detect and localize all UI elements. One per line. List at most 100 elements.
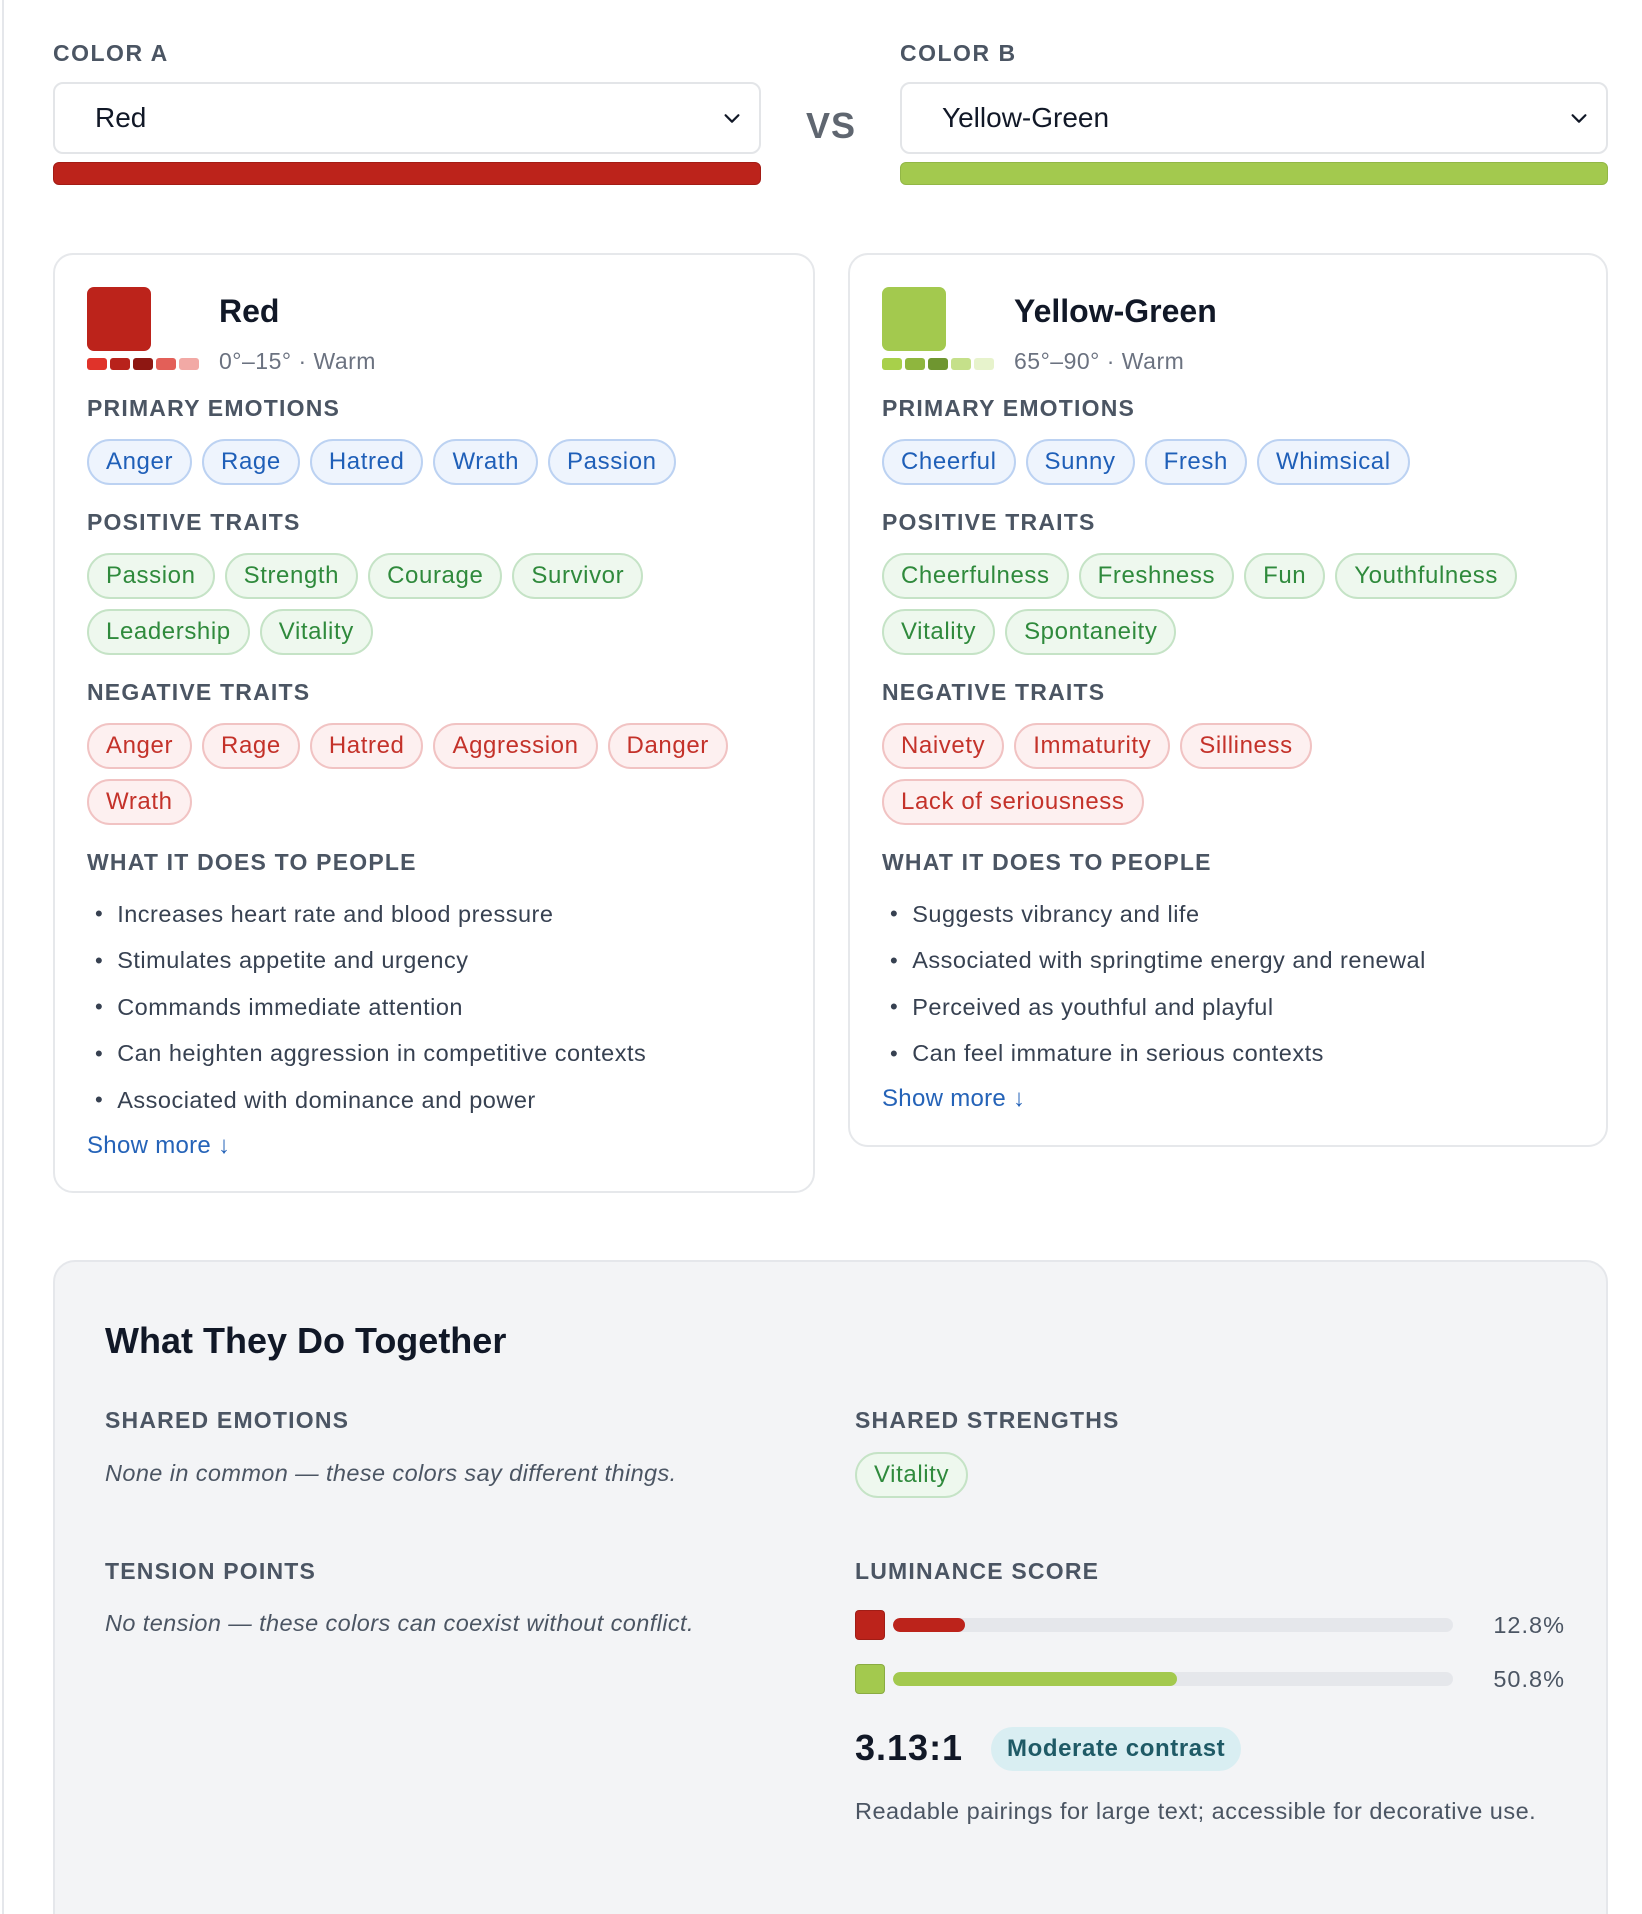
positive-trait-chip: Spontaneity	[1005, 609, 1177, 655]
color-a-shade	[110, 358, 130, 370]
color-a-card-header: Red 0°–15° · Warm	[87, 287, 781, 395]
luminance-score-heading: LUMINANCE SCORE	[855, 1558, 1100, 1584]
positive-trait-chip: Freshness	[1078, 553, 1235, 599]
tension-points-note: No tension — these colors can coexist wi…	[105, 1610, 694, 1636]
color-b-swatch	[882, 287, 946, 351]
color-a-bar	[53, 162, 761, 185]
emotion-chip: Anger	[87, 439, 193, 485]
effect-item: Can feel immature in serious contexts	[882, 1031, 1574, 1078]
show-more-link[interactable]: Show more ↓	[87, 1131, 231, 1159]
color-b-shade	[882, 358, 902, 370]
color-b-shades	[882, 358, 1014, 370]
color-a-shade	[87, 358, 107, 370]
primary-emotions-chips: Cheerful Sunny Fresh Whimsical	[882, 439, 1574, 485]
positive-trait-chip: Cheerfulness	[882, 553, 1069, 599]
negative-trait-chip: Naivety	[882, 723, 1005, 769]
color-a-selector: COLOR A Red	[53, 40, 761, 185]
shared-strengths-chips: Vitality	[855, 1452, 969, 1498]
negative-trait-chip: Silliness	[1180, 723, 1312, 769]
show-more-link[interactable]: Show more ↓	[882, 1085, 1026, 1112]
luminance-value-a: 12.8%	[1493, 1611, 1565, 1638]
positive-trait-chip: Fun	[1244, 553, 1326, 599]
negative-trait-chip: Immaturity	[1014, 723, 1171, 769]
luminance-fill-b	[893, 1672, 1178, 1686]
negative-trait-chip: Danger	[607, 723, 728, 769]
negative-trait-chip: Lack of seriousness	[882, 779, 1144, 825]
together-title: What They Do Together	[105, 1320, 507, 1361]
color-a-selected-value: Red	[95, 102, 147, 133]
color-b-meta: 65°–90° · Warm	[1014, 348, 1185, 374]
shared-emotions-heading: SHARED EMOTIONS	[105, 1407, 350, 1433]
effect-item: Associated with dominance and power	[87, 1077, 781, 1124]
positive-trait-chip: Vitality	[882, 609, 996, 655]
negative-traits-chips: Naivety Immaturity Silliness Lack of ser…	[882, 723, 1574, 825]
effect-item: Can heighten aggression in competitive c…	[87, 1031, 781, 1078]
color-b-selector: COLOR B Yellow-Green	[900, 40, 1608, 185]
luminance-fill-a	[893, 1618, 965, 1632]
shared-emotions-note: None in common — these colors say differ…	[105, 1460, 677, 1486]
negative-trait-chip: Wrath	[87, 779, 192, 825]
luminance-row-a: 12.8%	[855, 1608, 1565, 1642]
color-a-swatch	[87, 287, 151, 351]
color-b-card: Yellow-Green 65°–90° · Warm PRIMARY EMOT…	[848, 253, 1608, 1147]
luminance-track-b	[893, 1672, 1453, 1686]
negative-trait-chip: Rage	[202, 723, 300, 769]
negative-trait-chip: Aggression	[433, 723, 598, 769]
emotion-chip: Sunny	[1025, 439, 1135, 485]
color-b-selected-value: Yellow-Green	[942, 102, 1110, 133]
emotion-chip: Fresh	[1144, 439, 1247, 485]
shared-strengths-heading: SHARED STRENGTHS	[855, 1407, 1120, 1433]
color-a-select[interactable]: Red	[53, 82, 761, 154]
primary-emotions-chips: Anger Rage Hatred Wrath Passion	[87, 439, 781, 485]
effects-list: Suggests vibrancy and life Associated wi…	[882, 891, 1574, 1077]
emotion-chip: Wrath	[433, 439, 539, 485]
luminance-swatch-a	[855, 1610, 885, 1640]
shared-strength-chip: Vitality	[855, 1452, 969, 1498]
readable-note: Readable pairings for large text; access…	[855, 1798, 1537, 1824]
effect-item: Suggests vibrancy and life	[882, 891, 1574, 938]
positive-trait-chip: Survivor	[512, 553, 644, 599]
contrast-badge: Moderate contrast	[991, 1727, 1242, 1771]
contrast-ratio: 3.13:1	[855, 1727, 964, 1768]
color-b-shade	[974, 358, 994, 370]
emotion-chip: Passion	[548, 439, 676, 485]
chevron-down-icon	[724, 114, 740, 123]
color-a-meta: 0°–15° · Warm	[219, 348, 376, 374]
vs-label: VS	[806, 105, 857, 146]
luminance-value-b: 50.8%	[1493, 1665, 1565, 1692]
emotion-chip: Hatred	[309, 439, 424, 485]
positive-trait-chip: Leadership	[87, 609, 250, 655]
positive-traits-heading: POSITIVE TRAITS	[882, 509, 1096, 535]
positive-trait-chip: Vitality	[259, 609, 373, 655]
emotion-chip: Rage	[202, 439, 300, 485]
color-a-shade	[133, 358, 153, 370]
color-b-select[interactable]: Yellow-Green	[900, 82, 1608, 154]
effects-list: Increases heart rate and blood pressure …	[87, 891, 781, 1124]
effect-item: Associated with springtime energy and re…	[882, 938, 1574, 985]
color-b-card-header: Yellow-Green 65°–90° · Warm	[882, 287, 1574, 395]
effects-heading: WHAT IT DOES TO PEOPLE	[87, 849, 417, 875]
positive-trait-chip: Courage	[368, 553, 503, 599]
negative-traits-chips: Anger Rage Hatred Aggression Danger Wrat…	[87, 723, 781, 825]
positive-traits-chips: Passion Strength Courage Survivor Leader…	[87, 553, 781, 655]
color-b-shade	[905, 358, 925, 370]
color-a-label: COLOR A	[53, 40, 169, 66]
luminance-track-a	[893, 1618, 1453, 1632]
effect-item: Commands immediate attention	[87, 984, 781, 1031]
emotion-chip: Cheerful	[882, 439, 1016, 485]
color-a-shade	[179, 358, 199, 370]
luminance-row-b: 50.8%	[855, 1662, 1565, 1696]
color-a-name: Red	[219, 293, 280, 329]
page-left-border	[2, 0, 4, 1914]
negative-trait-chip: Hatred	[309, 723, 424, 769]
positive-traits-heading: POSITIVE TRAITS	[87, 509, 301, 535]
primary-emotions-heading: PRIMARY EMOTIONS	[882, 395, 1136, 421]
color-b-shade	[951, 358, 971, 370]
color-b-name: Yellow-Green	[1014, 293, 1217, 329]
effect-item: Perceived as youthful and playful	[882, 984, 1574, 1031]
color-b-shade	[928, 358, 948, 370]
effect-item: Stimulates appetite and urgency	[87, 938, 781, 985]
negative-traits-heading: NEGATIVE TRAITS	[87, 679, 311, 705]
together-panel: What They Do Together SHARED EMOTIONS No…	[53, 1260, 1608, 1914]
color-b-label: COLOR B	[900, 40, 1017, 66]
